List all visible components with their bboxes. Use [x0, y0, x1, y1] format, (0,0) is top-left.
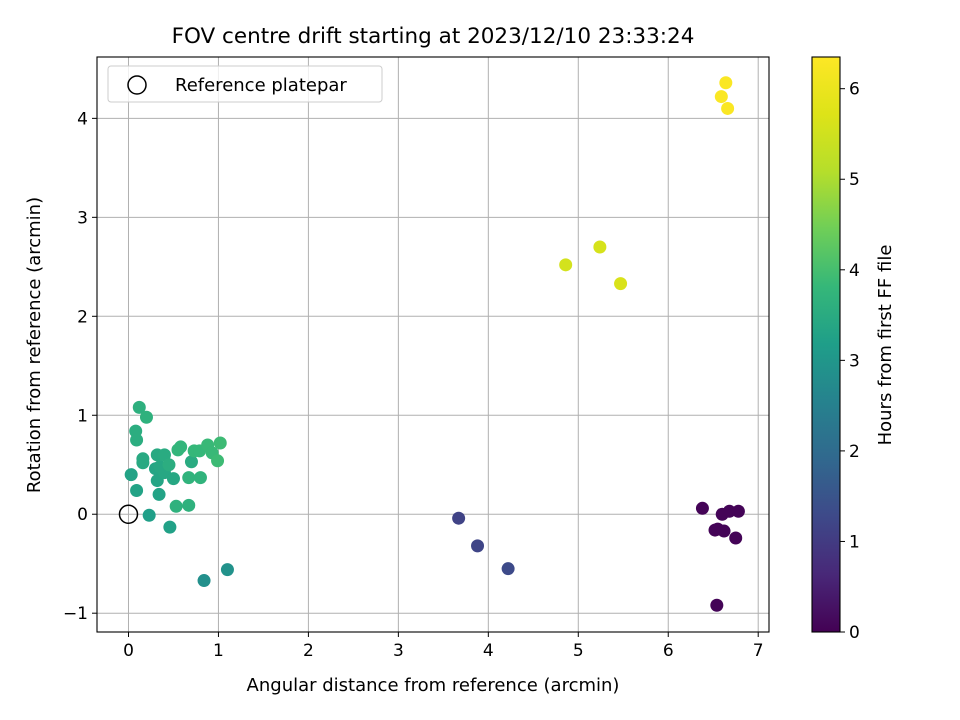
- data-point: [129, 424, 143, 438]
- x-tick-label: 3: [393, 641, 404, 661]
- data-point: [213, 436, 227, 450]
- data-point: [142, 508, 156, 522]
- data-point: [719, 76, 733, 90]
- colorbar-tick-label: 4: [849, 261, 860, 281]
- x-tick-label: 1: [213, 641, 224, 661]
- data-point: [501, 562, 515, 576]
- legend: Reference platepar: [107, 65, 383, 103]
- plot-frame: [96, 56, 770, 633]
- data-point: [174, 440, 188, 454]
- data-point: [722, 504, 736, 518]
- data-point: [182, 498, 196, 512]
- y-tick-label: 4: [77, 109, 88, 129]
- y-axis-ticks: −1 0 1 2 3 4: [63, 109, 97, 624]
- data-point: [162, 458, 176, 472]
- y-tick-label: 3: [77, 208, 88, 228]
- data-point: [559, 258, 573, 272]
- data-point: [197, 574, 211, 588]
- colorbar-ticks: 0 1 2 3 4 5 6: [840, 80, 860, 643]
- data-point: [184, 455, 198, 469]
- data-point: [211, 454, 225, 468]
- chart-title: FOV centre drift starting at 2023/12/10 …: [172, 24, 695, 49]
- y-tick-label: 2: [77, 307, 88, 327]
- y-tick-label: −1: [63, 604, 88, 624]
- x-tick-label: 6: [663, 641, 674, 661]
- data-point: [593, 240, 607, 254]
- data-point: [139, 410, 153, 424]
- data-point: [717, 524, 731, 538]
- reference-platepar-marker: [118, 504, 139, 524]
- colorbar-frame: [811, 56, 841, 633]
- colorbar-tick-label: 2: [849, 442, 860, 462]
- data-point: [731, 504, 745, 518]
- colorbar-gradient: [812, 57, 840, 632]
- x-tick-label: 4: [483, 641, 494, 661]
- x-tick-label: 5: [573, 641, 584, 661]
- data-point: [721, 101, 735, 115]
- data-point: [124, 468, 138, 482]
- colorbar-tick-label: 3: [849, 351, 860, 371]
- data-point: [169, 499, 183, 513]
- colorbar-label: Hours from first FF file: [875, 245, 896, 446]
- colorbar: 0 1 2 3 4 5 6 Hours from first FF file: [811, 56, 896, 643]
- x-axis-label: Angular distance from reference (arcmin): [247, 675, 620, 696]
- y-tick-label: 0: [77, 505, 88, 525]
- data-point: [166, 472, 180, 486]
- data-point: [193, 471, 207, 485]
- data-point: [452, 511, 466, 525]
- colorbar-tick-label: 0: [849, 623, 860, 643]
- legend-marker-icon: [127, 75, 147, 95]
- data-point: [471, 539, 485, 553]
- data-point: [710, 598, 724, 612]
- x-axis-ticks: 0 1 2 3 4 5 6 7: [123, 632, 764, 661]
- x-tick-label: 7: [753, 641, 764, 661]
- y-axis-label: Rotation from reference (arcmin): [24, 197, 45, 493]
- data-point: [132, 400, 146, 414]
- data-point: [729, 531, 743, 545]
- colorbar-tick-label: 1: [849, 532, 860, 552]
- data-point: [136, 452, 150, 466]
- legend-entry-label: Reference platepar: [175, 75, 347, 96]
- data-point: [695, 501, 709, 515]
- data-point: [152, 487, 166, 501]
- scatter-points: [124, 76, 745, 612]
- data-point: [163, 520, 177, 534]
- colorbar-tick-label: 5: [849, 170, 860, 190]
- data-point: [130, 483, 144, 497]
- data-point: [614, 277, 628, 291]
- data-point: [182, 471, 196, 485]
- grid-lines: [97, 57, 769, 632]
- data-point: [714, 90, 728, 104]
- y-tick-label: 1: [77, 406, 88, 426]
- x-tick-label: 2: [303, 641, 314, 661]
- colorbar-tick-label: 6: [849, 80, 860, 100]
- legend-box: [107, 65, 383, 103]
- data-point: [220, 563, 234, 577]
- data-point: [157, 448, 171, 462]
- x-tick-label: 0: [123, 641, 134, 661]
